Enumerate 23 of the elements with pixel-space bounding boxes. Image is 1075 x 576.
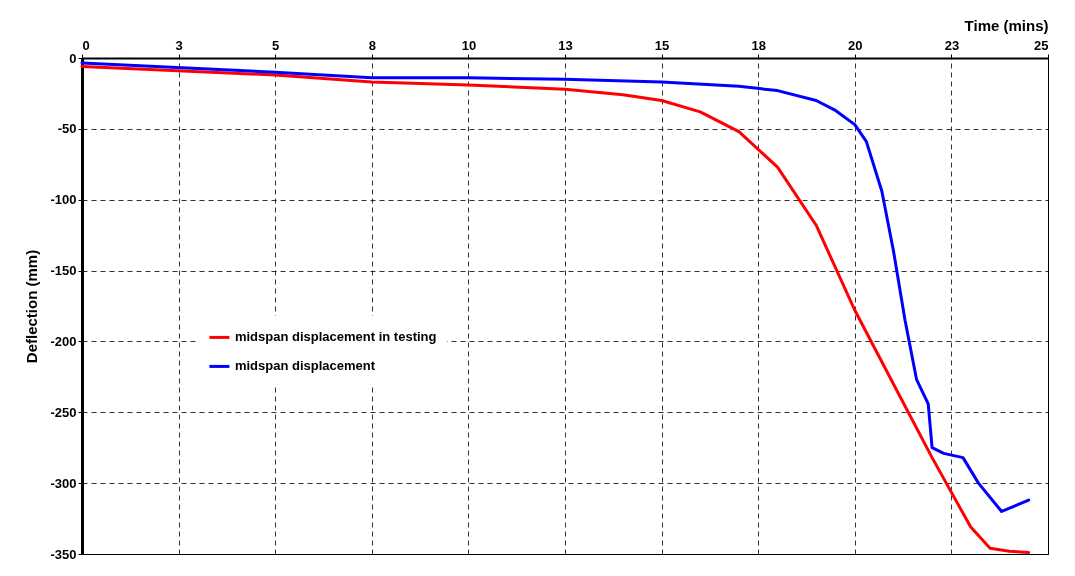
legend-label: midspan displacement xyxy=(234,358,376,374)
legend-label: midspan displacement in testing xyxy=(234,329,437,345)
y-axis-title: Deflection (mm) xyxy=(23,249,41,364)
x-tick-label: 18 xyxy=(751,37,766,53)
x-tick-label: 20 xyxy=(848,37,863,53)
x-tick-label: 15 xyxy=(654,37,670,53)
y-tick-label: -50 xyxy=(57,121,77,137)
y-tick-label: -350 xyxy=(50,546,77,562)
x-axis-title: Time (mins) xyxy=(964,16,1049,34)
x-tick-label: 23 xyxy=(944,37,960,53)
x-tick-label: 3 xyxy=(175,37,183,53)
x-tick-label: 13 xyxy=(558,37,573,53)
x-tick-label: 10 xyxy=(461,37,477,53)
y-tick-label: 0 xyxy=(69,50,77,66)
y-tick-label: -300 xyxy=(50,475,77,491)
x-tick-label: 25 xyxy=(1034,37,1049,53)
y-tick-label: -200 xyxy=(50,333,77,349)
y-tick-label: -150 xyxy=(50,263,77,279)
x-tick-label: 0 xyxy=(82,37,90,53)
x-tick-label: 5 xyxy=(272,37,280,53)
x-tick-label: 8 xyxy=(368,37,376,53)
y-tick-label: -250 xyxy=(50,404,77,420)
y-tick-label: -100 xyxy=(50,192,77,208)
